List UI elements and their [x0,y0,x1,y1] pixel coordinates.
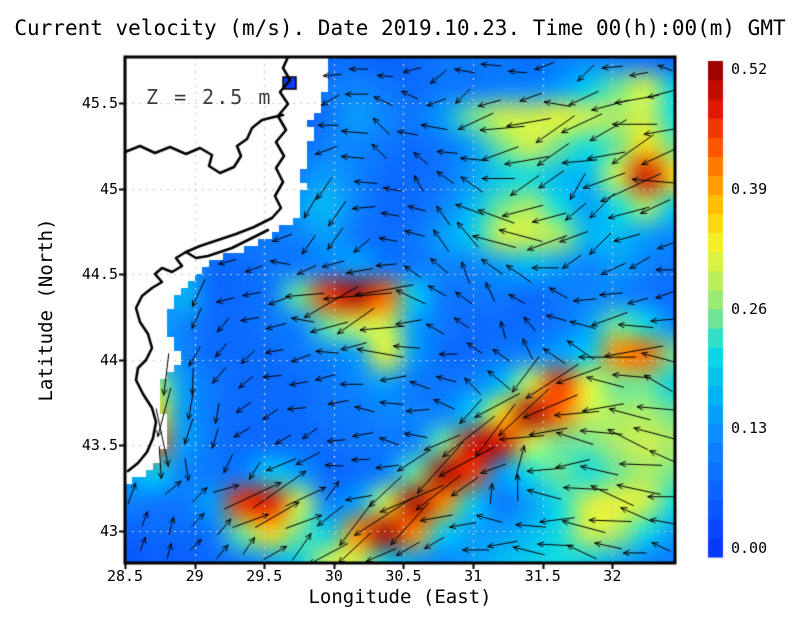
x-tick-label: 29 [185,567,204,585]
x-tick-label: 30 [324,567,343,585]
x-axis-label: Longitude (East) [308,586,492,608]
y-tick-label: 45.5 [81,94,118,113]
x-tick-label: 30.5 [385,567,422,585]
x-tick-label: 31 [464,567,483,585]
y-tick-label: 44.5 [81,265,118,284]
figure-title: Current velocity (m/s). Date 2019.10.23.… [14,16,786,40]
colorbar-tick-label: 0.26 [731,299,768,318]
y-tick-label: 45 [99,179,118,198]
x-tick-label: 31.5 [524,567,561,585]
colorbar-tick-label: 0.00 [731,539,768,557]
x-tick-label: 29.5 [246,567,283,585]
x-tick-label: 28.5 [106,567,144,585]
y-tick-label: 44 [99,350,118,369]
y-tick-label: 43 [99,521,118,540]
colorbar-tick-label: 0.52 [731,60,768,78]
y-tick-label: 43.5 [81,436,118,455]
colorbar-tick-label: 0.13 [731,419,768,438]
x-tick-label: 32 [603,567,622,585]
y-axis-label: Latitude (North) [35,218,57,402]
depth-annotation: Z = 2.5 m [146,85,273,109]
colorbar-tick-label: 0.39 [731,179,768,198]
